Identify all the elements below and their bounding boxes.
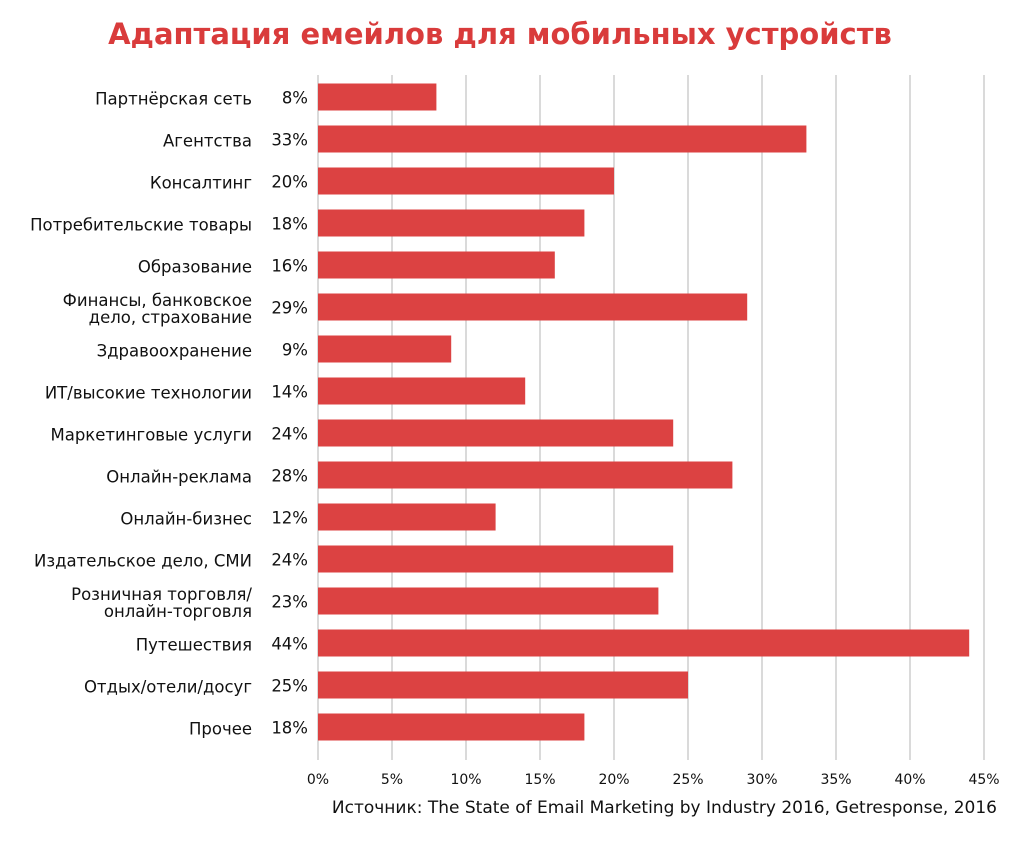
value-label: 18% (271, 719, 308, 738)
category-label: Онлайн-бизнес (120, 509, 252, 529)
category-label: ИТ/высокие технологии (44, 383, 252, 403)
category-label: Маркетинговые услуги (50, 425, 252, 445)
value-label: 14% (271, 383, 308, 402)
x-tick-label: 30% (746, 772, 777, 788)
category-label: Потребительские товары (30, 215, 252, 235)
category-label: Образование (137, 257, 252, 277)
value-label: 20% (271, 173, 308, 192)
x-tick-label: 25% (672, 772, 703, 788)
category-label: Розничная торговля/ онлайн-торговля (71, 585, 252, 621)
value-label: 12% (271, 509, 308, 528)
bar (318, 461, 733, 489)
bar (318, 251, 555, 279)
category-label: Здравоохранение (96, 341, 252, 361)
bar (318, 167, 614, 195)
bar (318, 713, 585, 741)
category-label: Партнёрская сеть (95, 89, 252, 109)
value-label: 16% (271, 257, 308, 276)
chart-title: Адаптация емейлов для мобильных устройст… (108, 17, 892, 51)
bar (318, 419, 674, 447)
bar (318, 125, 807, 153)
bar (318, 377, 526, 405)
value-label: 9% (282, 341, 308, 360)
source-note: Источник: The State of Email Marketing b… (332, 798, 997, 818)
value-label: 28% (271, 467, 308, 486)
bar (318, 293, 748, 321)
x-tick-label: 45% (968, 772, 999, 788)
value-label: 25% (271, 677, 308, 696)
value-label: 44% (271, 635, 308, 654)
category-label: Агентства (162, 131, 252, 151)
category-label: Финансы, банковское дело, страхование (62, 291, 252, 327)
x-tick-label: 35% (820, 772, 851, 788)
x-tick-label: 40% (894, 772, 925, 788)
value-label: 18% (271, 215, 308, 234)
bar (318, 83, 437, 111)
x-tick-label: 10% (450, 772, 481, 788)
value-label: 23% (271, 593, 308, 612)
x-tick-label: 0% (307, 772, 329, 788)
value-label: 8% (282, 89, 308, 108)
category-label: Путешествия (135, 635, 252, 655)
bar (318, 629, 970, 657)
value-label: 29% (271, 299, 308, 318)
bar (318, 503, 496, 531)
bar (318, 335, 452, 363)
value-label: 33% (271, 131, 308, 150)
x-tick-label: 5% (381, 772, 403, 788)
category-label: Издательское дело, СМИ (34, 551, 252, 571)
bar (318, 587, 659, 615)
category-label: Отдых/отели/досуг (83, 677, 252, 697)
value-label: 24% (271, 425, 308, 444)
value-label: 24% (271, 551, 308, 570)
x-tick-label: 20% (598, 772, 629, 788)
x-tick-label: 15% (524, 772, 555, 788)
category-label: Прочее (188, 719, 252, 739)
bar (318, 545, 674, 573)
bar (318, 209, 585, 237)
category-label: Онлайн-реклама (106, 467, 252, 487)
bar (318, 671, 688, 699)
category-label: Консалтинг (149, 173, 252, 193)
